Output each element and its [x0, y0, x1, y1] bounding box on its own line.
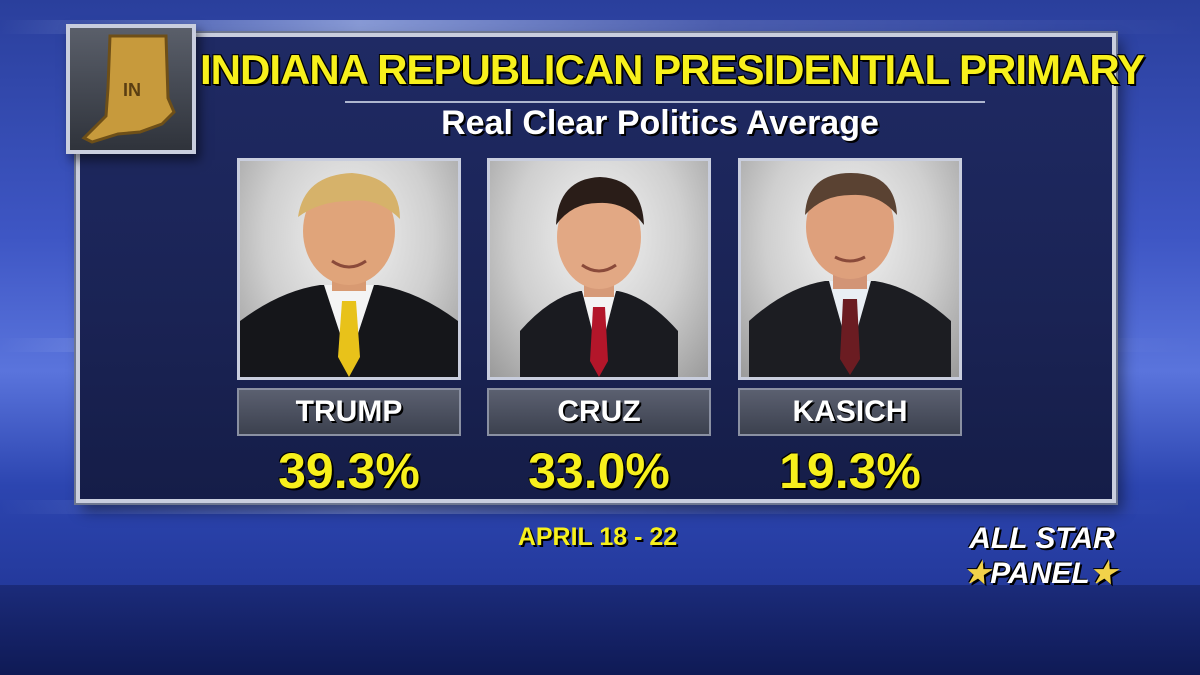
candidate-photo [487, 158, 711, 380]
candidate-card: TRUMP 39.3% [237, 158, 461, 500]
page-title: INDIANA REPUBLICAN PRESIDENTIAL PRIMARY [200, 46, 1145, 93]
indiana-state-icon: IN [81, 34, 176, 144]
background-streak [0, 20, 1200, 34]
candidate-name: TRUMP [237, 388, 461, 436]
show-logo: ALL STAR ★PANEL★ [930, 520, 1190, 600]
background-floor [0, 585, 1200, 675]
candidate-portrait-icon [240, 173, 458, 377]
show-logo-line1: ALL STAR [969, 522, 1115, 555]
candidate-photo [237, 158, 461, 380]
page-subtitle: Real Clear Politics Average [441, 104, 879, 142]
candidate-percent: 39.3% [278, 443, 420, 499]
show-logo-line2: ★PANEL★ [940, 556, 1140, 591]
poll-date-range: APRIL 18 - 22 [517, 523, 678, 551]
star-icon: ★ [1089, 557, 1117, 590]
candidate-card: CRUZ 33.0% [487, 158, 711, 500]
state-abbr: IN [123, 80, 141, 100]
title-divider [345, 101, 985, 103]
candidate-card: KASICH 19.3% [738, 158, 962, 500]
candidate-percent: 33.0% [528, 443, 670, 499]
candidate-percent: 19.3% [779, 443, 921, 499]
candidate-name: CRUZ [487, 388, 711, 436]
candidate-photo [738, 158, 962, 380]
star-icon: ★ [963, 557, 991, 590]
candidate-portrait-icon [520, 177, 678, 377]
background-streak [0, 500, 1200, 514]
state-badge: IN [66, 24, 196, 154]
candidate-name: KASICH [738, 388, 962, 436]
show-logo-line2-text: PANEL [990, 557, 1090, 590]
candidate-portrait-icon [749, 173, 951, 377]
